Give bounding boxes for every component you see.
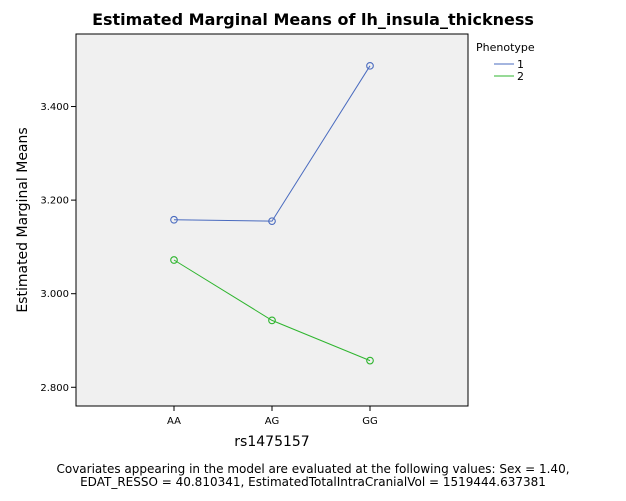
data-point-series-1 — [268, 217, 276, 226]
x-tick-label: AA — [167, 416, 181, 427]
y-axis-ticks: 2.800 3.000 3.200 3.400 — [40, 102, 76, 394]
data-point-series-2 — [268, 316, 276, 325]
plot-area — [75, 33, 469, 407]
legend-label-1: 1 — [517, 58, 524, 71]
covariates-footnote: Covariates appearing in the model are ev… — [0, 463, 626, 489]
legend-label-2: 2 — [517, 70, 524, 83]
y-axis-title: Estimated Marginal Means — [15, 127, 31, 312]
x-tick-label: GG — [362, 416, 378, 427]
legend: Phenotype 12 — [476, 41, 535, 83]
series-line-1 — [173, 65, 371, 222]
y-tick-label: 3.000 — [40, 289, 69, 300]
y-tick-label: 3.200 — [40, 196, 69, 207]
series-layer — [170, 61, 374, 365]
x-tick-label: AG — [265, 416, 279, 427]
chart-title: Estimated Marginal Means of lh_insula_th… — [92, 10, 534, 29]
footnote-line-2: EDAT_RESSO = 40.810341, EstimatedTotalIn… — [80, 475, 546, 489]
footnote-line-1: Covariates appearing in the model are ev… — [56, 462, 570, 476]
data-point-series-1 — [170, 215, 178, 224]
series-line-2 — [173, 259, 371, 362]
data-point-series-1 — [366, 61, 374, 70]
data-point-series-2 — [366, 356, 374, 365]
data-point-series-2 — [170, 256, 178, 264]
x-axis-title: rs1475157 — [234, 434, 309, 450]
legend-title: Phenotype — [476, 41, 535, 54]
y-tick-label: 3.400 — [40, 102, 69, 113]
y-tick-label: 2.800 — [40, 383, 69, 394]
x-axis-ticks: AA AG GG — [167, 406, 378, 427]
